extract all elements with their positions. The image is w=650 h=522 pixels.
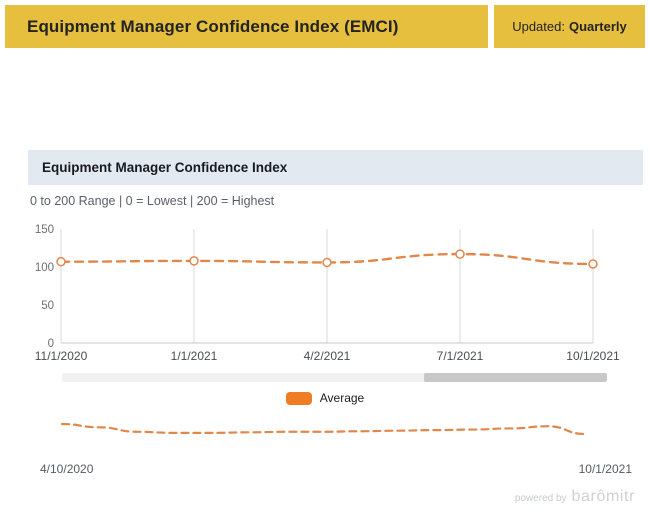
updated-badge: Updated: Quarterly	[494, 5, 645, 48]
data-point-marker	[588, 259, 598, 269]
y-axis-label: 50	[41, 300, 54, 312]
x-axis-label: 11/1/2020	[35, 349, 88, 363]
x-axis-label: 4/2/2021	[304, 349, 351, 363]
powered-by-footer: powered by barômitr	[0, 488, 635, 506]
chart-legend[interactable]: Average	[0, 391, 650, 405]
navigator-start-date: 4/10/2020	[40, 462, 94, 476]
data-point-marker	[189, 256, 199, 266]
app-title: Equipment Manager Confidence Index (EMCI…	[27, 16, 399, 36]
chart-panel-header: Equipment Manager Confidence Index	[28, 150, 643, 185]
navigator-chart-canvas[interactable]	[28, 409, 648, 449]
chart-scrollbar-track[interactable]	[62, 373, 607, 382]
chart-panel-title: Equipment Manager Confidence Index	[42, 160, 288, 175]
barometr-logo: barômitr	[571, 488, 635, 505]
chart-scrollbar-thumb[interactable]	[424, 373, 607, 382]
powered-by-label: powered by	[514, 493, 567, 504]
x-axis-label: 1/1/2021	[171, 349, 218, 363]
navigator-line	[60, 422, 587, 436]
updated-value: Quarterly	[568, 19, 627, 34]
x-axis-label: 7/1/2021	[437, 349, 484, 363]
navigator-date-range: 4/10/2020 10/1/2021	[40, 462, 632, 476]
updated-label: Updated:	[512, 19, 565, 34]
legend-label-average[interactable]: Average	[319, 391, 365, 405]
y-axis-label: 0	[48, 338, 54, 350]
app-title-bar: Equipment Manager Confidence Index (EMCI…	[5, 5, 488, 48]
data-point-marker	[322, 257, 332, 268]
data-point-marker	[455, 249, 465, 259]
legend-swatch-average[interactable]	[285, 391, 312, 405]
y-axis-label: 150	[35, 224, 54, 236]
app-header: Equipment Manager Confidence Index (EMCI…	[5, 5, 645, 48]
navigator-end-date: 10/1/2021	[578, 462, 632, 476]
y-axis-label: 100	[35, 262, 54, 274]
chart-range-subtitle: 0 to 200 Range | 0 = Lowest | 200 = High…	[30, 194, 275, 208]
data-point-marker	[56, 256, 66, 267]
x-axis-label: 10/1/2021	[566, 349, 620, 363]
main-chart-canvas[interactable]: 11/1/2020 1/1/2021 4/2/2021 7/1/2021 10/1/20…	[28, 217, 648, 367]
